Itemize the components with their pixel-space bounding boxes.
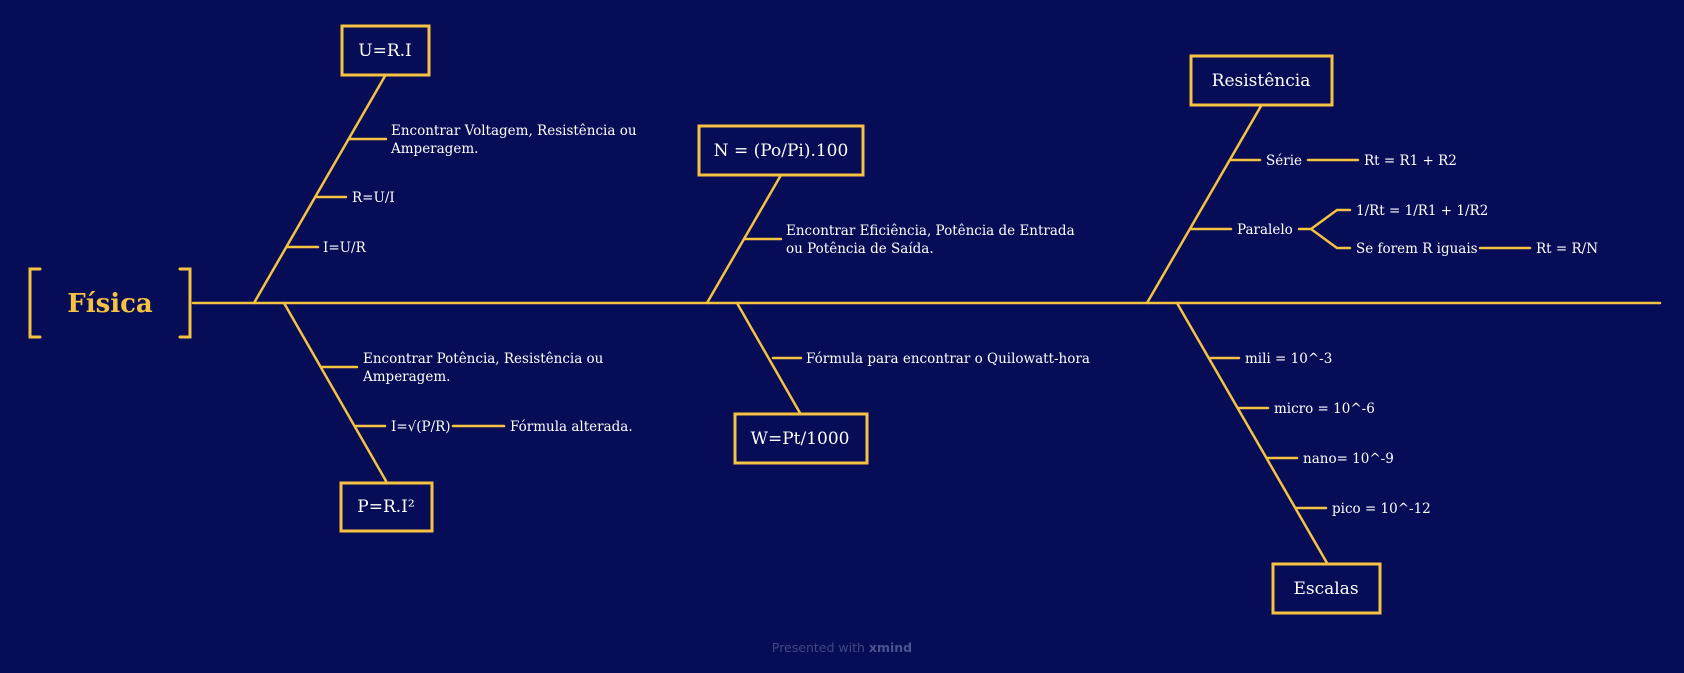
topic-efficiency-label: N = (Po/Pi).100 bbox=[714, 141, 849, 161]
topic-scales-box bbox=[1271, 562, 1382, 615]
root-topic[interactable]: Física bbox=[28, 267, 192, 339]
topic-resistance-box bbox=[1189, 54, 1334, 107]
root-bracket-right bbox=[178, 267, 192, 339]
leaf-equal-r: Se forem R iguais bbox=[1356, 241, 1478, 257]
leaf-connector-fork bbox=[1297, 208, 1352, 250]
leaf-nano: nano= 10^-9 bbox=[1303, 451, 1394, 467]
leaf-equal-r-formula: Rt = R/N bbox=[1536, 241, 1598, 257]
footer-brand: xmind bbox=[868, 640, 913, 655]
footer-prefix: Presented with bbox=[771, 640, 865, 655]
topic-kwh[interactable]: W=Pt/1000 bbox=[733, 412, 869, 465]
leaf-parallel-formula: 1/Rt = 1/R1 + 1/R2 bbox=[1356, 203, 1488, 219]
footer-credit: Presented with xmind bbox=[0, 640, 1684, 655]
topic-resistance[interactable]: Resistência bbox=[1189, 54, 1334, 107]
topic-ohm[interactable]: U=R.I bbox=[340, 24, 431, 77]
topic-resistance-label: Resistência bbox=[1212, 71, 1311, 91]
root-bracket-left bbox=[28, 267, 42, 339]
topic-power-box bbox=[339, 481, 434, 533]
leaf-power-desc-1: Encontrar Potência, Resistência ou bbox=[363, 351, 604, 367]
leaf-kwh-desc: Fórmula para encontrar o Quilowatt-hora bbox=[806, 351, 1090, 367]
topic-power-label: P=R.I² bbox=[357, 497, 414, 517]
leaf-ohm-i: I=U/R bbox=[323, 240, 367, 256]
leaf-series-formula: Rt = R1 + R2 bbox=[1364, 153, 1457, 169]
leaf-series: Série bbox=[1266, 153, 1302, 169]
topic-kwh-label: W=Pt/1000 bbox=[751, 429, 850, 449]
leaf-ohm-desc-2: Amperagem. bbox=[390, 141, 478, 157]
leaf-power-formula: I=√(P/R) bbox=[391, 419, 451, 435]
root-label: Física bbox=[67, 289, 153, 319]
leaf-power-desc-2: Amperagem. bbox=[362, 369, 450, 385]
topic-kwh-box bbox=[733, 412, 869, 465]
topic-scales[interactable]: Escalas bbox=[1271, 562, 1382, 615]
leaf-efficiency-desc-1: Encontrar Eficiência, Potência de Entrad… bbox=[786, 223, 1075, 239]
topic-scales-label: Escalas bbox=[1293, 579, 1358, 599]
topic-ohm-label: U=R.I bbox=[358, 41, 412, 61]
leaf-power-note: Fórmula alterada. bbox=[510, 419, 633, 435]
topic-ohm-box bbox=[340, 24, 431, 77]
leaf-ohm-desc-1: Encontrar Voltagem, Resistência ou bbox=[391, 123, 637, 139]
leaf-ohm-r: R=U/I bbox=[352, 190, 395, 206]
topic-efficiency-box bbox=[697, 124, 865, 177]
branch-resistance-line bbox=[1145, 104, 1263, 305]
leaf-pico: pico = 10^-12 bbox=[1332, 501, 1431, 517]
branch-kwh-line bbox=[735, 301, 802, 415]
leaf-micro: micro = 10^-6 bbox=[1274, 401, 1375, 417]
leaf-mili: mili = 10^-3 bbox=[1245, 351, 1332, 367]
branch-scales-line bbox=[1175, 301, 1329, 565]
branch-power-line bbox=[282, 301, 388, 483]
leaf-parallel: Paralelo bbox=[1237, 222, 1293, 238]
topic-power[interactable]: P=R.I² bbox=[339, 481, 434, 533]
leaf-efficiency-desc-2: ou Potência de Saída. bbox=[786, 241, 934, 257]
topic-efficiency[interactable]: N = (Po/Pi).100 bbox=[697, 124, 865, 177]
branch-ohm-line bbox=[252, 74, 387, 305]
